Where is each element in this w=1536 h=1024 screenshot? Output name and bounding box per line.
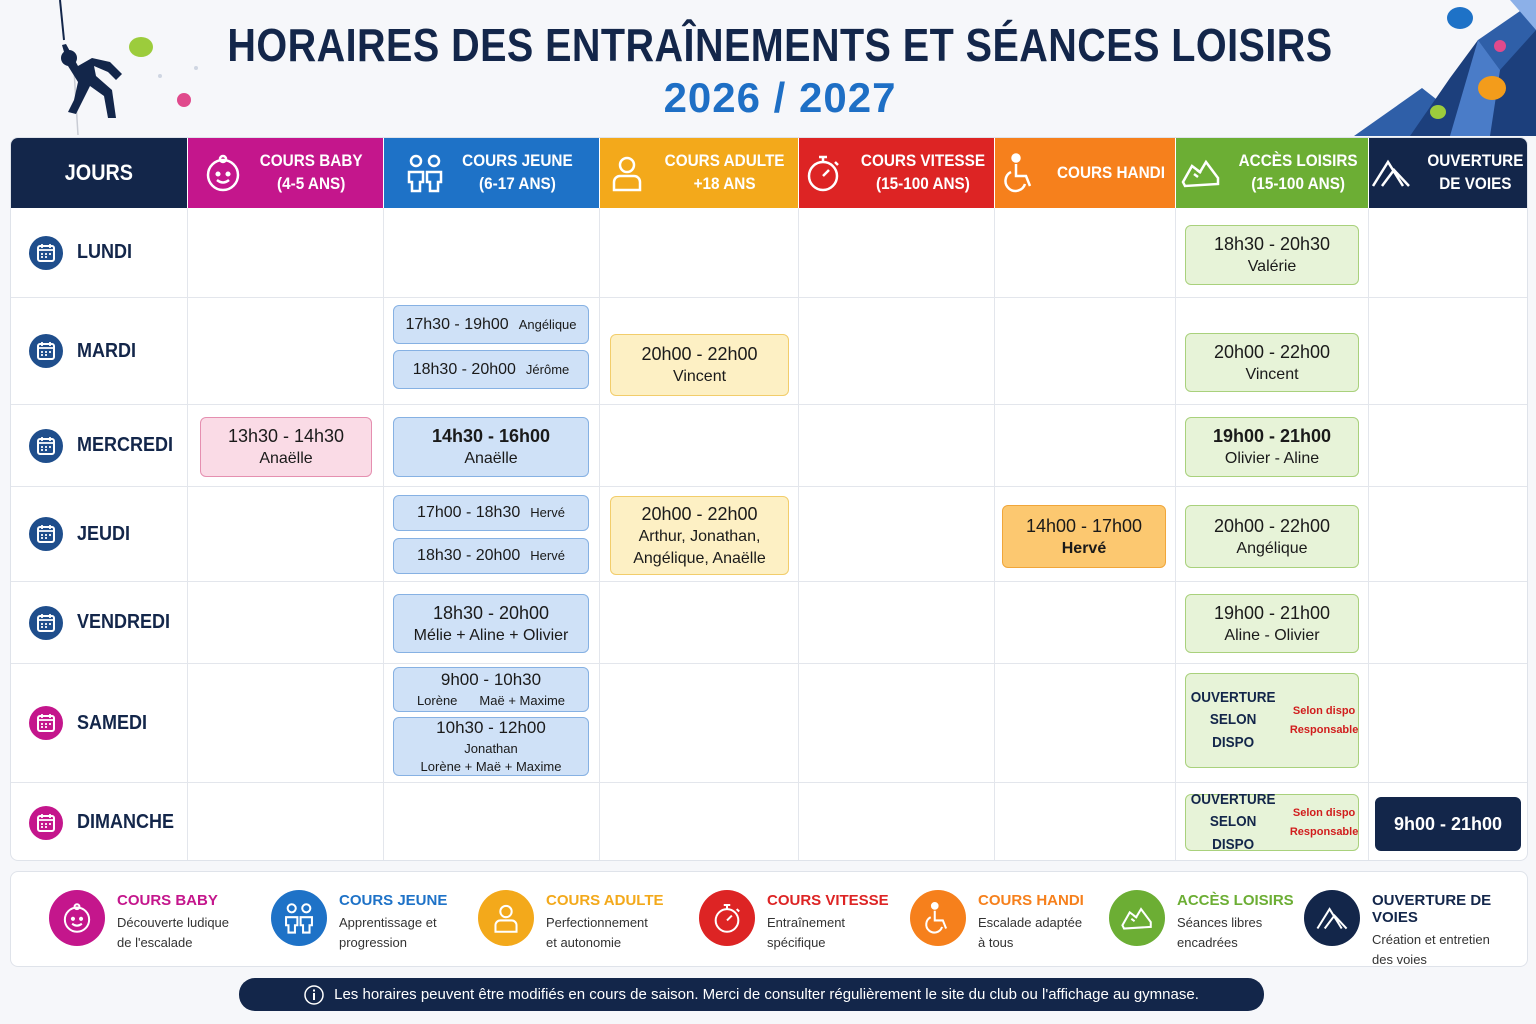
kids-icon: [407, 154, 443, 193]
slot-vendredi-loisirs: 19h00 - 21h00 Aline - Olivier: [1185, 594, 1359, 653]
legend-item-loisirs: ACCÈS LOISIRS Séances libres encadrées: [1109, 890, 1294, 952]
wheelchair-icon: [1004, 153, 1032, 193]
day-lundi: LUNDI: [11, 208, 186, 297]
climber-illustration: [59, 0, 198, 135]
slot-jeudi-jeune-1: 17h00 - 18h30 Hervé: [393, 495, 589, 531]
day-mardi: MARDI: [11, 298, 186, 404]
calendar-icon: [29, 605, 63, 640]
mountain-icon: [1371, 159, 1410, 187]
slot-mardi-loisirs: 20h00 - 22h00 Vincent: [1185, 333, 1359, 392]
calendar-icon: [29, 428, 63, 463]
baby-face-icon: [63, 903, 91, 933]
kids-icon: [285, 903, 313, 934]
wheelchair-icon: [925, 902, 948, 934]
calendar-icon: [29, 706, 63, 740]
day-mercredi: MERCREDI: [11, 405, 186, 486]
header-acces-loisirs: ACCÈS LOISIRS (15-100 ANS): [1176, 138, 1368, 208]
slot-samedi-loisirs: OUVERTURE SELON DISPO Selon dispo Responsa…: [1185, 673, 1359, 768]
slot-mardi-jeune-1: 17h30 - 19h00 Angélique: [393, 305, 589, 344]
slot-mercredi-loisirs: 19h00 - 21h00 Olivier - Aline: [1185, 417, 1359, 477]
header-cours-handi: COURS HANDI: [995, 138, 1175, 208]
slot-samedi-jeune-1: 9h00 - 10h30 Lorène Maë + Maxime: [393, 667, 589, 712]
header-cours-baby: COURS BABY (4-5 ANS): [188, 138, 383, 208]
info-icon: [304, 984, 324, 1005]
adult-icon: [613, 156, 642, 192]
schedule-table: JOURS COURS BABY (4-5 ANS) COURS JEUNE (6-…: [10, 137, 1528, 861]
slot-lundi-loisirs: 18h30 - 20h30 Valérie: [1185, 225, 1359, 285]
day-vendredi: VENDREDI: [11, 582, 186, 663]
header-cours-vitesse: COURS VITESSE (15-100 ANS): [799, 138, 994, 208]
stopwatch-icon: [714, 904, 740, 933]
adult-icon: [494, 904, 518, 933]
shoe-icon: [1121, 907, 1152, 930]
legend-item-jeune: COURS JEUNE Apprentissage et progression: [271, 890, 447, 952]
legend: COURS BABY Découverte ludique de l'escalad…: [10, 871, 1528, 967]
mountain-icon: [1316, 907, 1348, 930]
mountain-illustration: [1354, 0, 1536, 136]
season-subtitle: 2026 / 2027: [663, 74, 897, 121]
legend-item-baby: COURS BABY Découverte ludique de l'escalad…: [49, 890, 229, 952]
slot-mardi-jeune-2: 18h30 - 20h00 Jérôme: [393, 350, 589, 389]
legend-item-adulte: COURS ADULTE Perfectionnement et autonomie: [478, 890, 664, 952]
header-cours-adulte: COURS ADULTE +18 ANS: [600, 138, 798, 208]
calendar-icon: [29, 334, 63, 368]
legend-item-vitesse: COURS VITESSE Entraînement spécifique: [699, 890, 889, 952]
calendar-icon: [29, 517, 63, 551]
slot-dimanche-loisirs: OUVERTURE SELON DISPO Selon dispo Responsa…: [1185, 791, 1359, 853]
baby-face-icon: [207, 154, 240, 192]
header-jours: JOURS: [11, 138, 187, 208]
day-dimanche: DIMANCHE: [11, 783, 186, 860]
slot-samedi-jeune-2: 10h30 - 12h00 Jonathan Lorène + Maë + Ma…: [393, 717, 589, 776]
slot-dimanche-voies: 9h00 - 21h00: [1375, 797, 1521, 851]
calendar-icon: [29, 805, 63, 840]
stopwatch-icon: [807, 155, 839, 192]
slot-jeudi-handi: 14h00 - 17h00 Hervé: [1002, 505, 1166, 568]
slot-vendredi-jeune: 18h30 - 20h00 Mélie + Aline + Olivier: [393, 594, 589, 653]
header-cours-jeune: COURS JEUNE (6-17 ANS): [384, 138, 599, 208]
page-title: HORAIRES DES ENTRAÎNEMENTS ET SÉANCES LO…: [227, 19, 1333, 71]
footer-notice: Les horaires peuvent être modifiés en co…: [239, 978, 1264, 1011]
slot-mercredi-baby: 13h30 - 14h30 Anaëlle: [200, 417, 372, 477]
shoe-icon: [1181, 159, 1220, 188]
legend-item-voies: OUVERTURE DE VOIES Création et entretien d…: [1304, 890, 1527, 969]
slot-mardi-adulte: 20h00 - 22h00 Vincent: [610, 334, 789, 396]
legend-item-handi: COURS HANDI Escalade adaptée à tous: [910, 890, 1084, 952]
day-samedi: SAMEDI: [11, 664, 186, 782]
slot-jeudi-adulte: 20h00 - 22h00 Arthur, Jonathan, Angéliqu…: [610, 496, 789, 575]
header-ouverture-voies: OUVERTURE DE VOIES: [1369, 138, 1527, 208]
day-jeudi: JEUDI: [11, 487, 186, 581]
calendar-icon: [29, 235, 63, 270]
slot-mercredi-jeune: 14h30 - 16h00 Anaëlle: [393, 417, 589, 477]
slot-jeudi-jeune-2: 18h30 - 20h00 Hervé: [393, 538, 589, 574]
slot-jeudi-loisirs: 20h00 - 22h00 Angélique: [1185, 505, 1359, 568]
